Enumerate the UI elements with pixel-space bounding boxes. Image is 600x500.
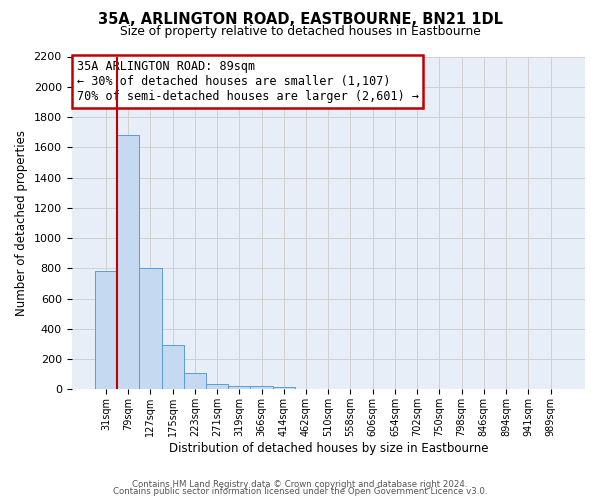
- Text: 35A ARLINGTON ROAD: 89sqm
← 30% of detached houses are smaller (1,107)
70% of se: 35A ARLINGTON ROAD: 89sqm ← 30% of detac…: [77, 60, 419, 103]
- Bar: [317, 388, 340, 390]
- Bar: [250, 386, 272, 390]
- Bar: [272, 387, 295, 390]
- Bar: [206, 384, 228, 390]
- Bar: [139, 268, 161, 390]
- Text: 35A, ARLINGTON ROAD, EASTBOURNE, BN21 1DL: 35A, ARLINGTON ROAD, EASTBOURNE, BN21 1D…: [97, 12, 503, 28]
- Text: Contains HM Land Registry data © Crown copyright and database right 2024.: Contains HM Land Registry data © Crown c…: [132, 480, 468, 489]
- Bar: [228, 386, 250, 390]
- Bar: [184, 373, 206, 390]
- Text: Contains public sector information licensed under the Open Government Licence v3: Contains public sector information licen…: [113, 488, 487, 496]
- Bar: [95, 272, 117, 390]
- Text: Size of property relative to detached houses in Eastbourne: Size of property relative to detached ho…: [119, 25, 481, 38]
- Y-axis label: Number of detached properties: Number of detached properties: [15, 130, 28, 316]
- Bar: [161, 345, 184, 390]
- X-axis label: Distribution of detached houses by size in Eastbourne: Distribution of detached houses by size …: [169, 442, 488, 455]
- Bar: [117, 135, 139, 390]
